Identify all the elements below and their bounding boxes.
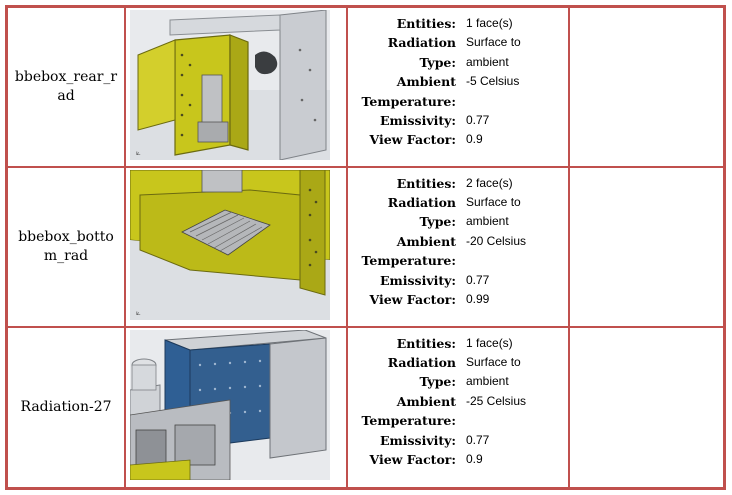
model-thumbnail: ⟀ [130, 169, 330, 320]
ambient-value: -25 Celsius [466, 393, 527, 408]
radiation-properties: Entities: 1 face(s) Radiation Surface to T… [346, 325, 570, 490]
model-thumbnail [130, 329, 330, 480]
view-factor-value: 0.9 [466, 132, 483, 147]
radiation-type-label-2: Type: [419, 374, 457, 390]
emissivity-value: 0.77 [466, 272, 490, 287]
radiation-type-value: Surface to [466, 35, 521, 50]
view-factor-value: 0.9 [466, 451, 483, 466]
entities-value: 2 face(s) [466, 175, 513, 190]
model-image-cell [124, 325, 348, 490]
radiation-name: Radiation-27 [5, 325, 126, 490]
ambient-label: Ambient [396, 233, 456, 249]
ambient-value: -20 Celsius [466, 233, 527, 248]
temperature-value [466, 411, 564, 430]
property-list: Entities: 1 face(s) Radiation Surface to T… [354, 14, 564, 150]
entities-label: Entities: [396, 16, 456, 31]
entities-value: 1 face(s) [466, 335, 513, 350]
empty-cell [568, 325, 726, 490]
view-factor-label: View Factor: [369, 291, 456, 307]
radiation-type-label-2: Type: [419, 214, 457, 230]
table-row: bbebox_rear_rad ⟀ Entities: 1 face(s) [5, 5, 726, 168]
model-image-cell: ⟀ [124, 5, 348, 168]
radiation-type-label: Radiation [387, 354, 456, 370]
model-thumbnail: ⟀ [130, 10, 330, 160]
radiation-type-label: Radiation [387, 194, 456, 210]
model-image-cell: ⟀ [124, 165, 348, 328]
radiation-table: bbebox_rear_rad ⟀ Entities: 1 face(s) [5, 5, 726, 490]
emissivity-label: Emissivity: [380, 272, 456, 288]
property-list: Entities: 2 face(s) Radiation Surface to T… [354, 174, 564, 310]
temperature-label: Temperature: [361, 253, 456, 269]
radiation-type-value: Surface to [466, 354, 521, 369]
svg-text:⟀: ⟀ [136, 148, 141, 157]
radiation-name: bbebox_bottom_rad [5, 165, 126, 328]
entities-value: 1 face(s) [466, 16, 513, 30]
radiation-type-value-2: ambient [466, 54, 509, 69]
entities-label: Entities: [396, 175, 456, 191]
radiation-type-value: Surface to [466, 194, 521, 209]
svg-text:⟀: ⟀ [136, 308, 141, 317]
empty-cell [568, 165, 726, 328]
emissivity-value: 0.77 [466, 432, 490, 447]
radiation-properties: Entities: 1 face(s) Radiation Surface to T… [346, 5, 570, 168]
ambient-label: Ambient [396, 74, 456, 90]
emissivity-label: Emissivity: [380, 432, 456, 448]
emissivity-label: Emissivity: [380, 113, 456, 129]
emissivity-value: 0.77 [466, 113, 490, 128]
radiation-type-value-2: ambient [466, 374, 509, 389]
temperature-label: Temperature: [361, 93, 456, 109]
table-row: Radiation-27 Entities: 1 face(s) [5, 325, 726, 490]
entities-label: Entities: [396, 335, 456, 351]
table-row: bbebox_bottom_rad ⟀ Entities: 2 face(s) R… [5, 165, 726, 328]
radiation-type-label-2: Type: [419, 54, 457, 70]
property-list: Entities: 1 face(s) Radiation Surface to T… [354, 334, 564, 470]
view-factor-value: 0.99 [466, 291, 490, 306]
radiation-name: bbebox_rear_rad [5, 5, 126, 168]
view-factor-label: View Factor: [369, 451, 456, 467]
temperature-value [466, 251, 564, 270]
view-factor-label: View Factor: [369, 132, 456, 148]
radiation-properties: Entities: 2 face(s) Radiation Surface to T… [346, 165, 570, 328]
temperature-label: Temperature: [361, 413, 456, 429]
empty-cell [568, 5, 726, 168]
ambient-label: Ambient [396, 393, 456, 409]
radiation-type-label: Radiation [387, 35, 456, 51]
temperature-value [466, 92, 564, 111]
radiation-type-value-2: ambient [466, 214, 509, 229]
ambient-value: -5 Celsius [466, 74, 520, 89]
